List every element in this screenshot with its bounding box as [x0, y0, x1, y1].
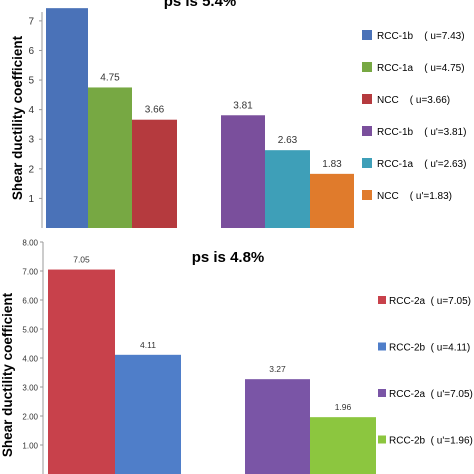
bar [132, 119, 177, 228]
legend-swatch [378, 389, 386, 397]
y-tick-label: 6.00 [22, 297, 38, 306]
y-tick-label: 3 [28, 135, 34, 146]
legend-entry-label: RCC-2a ( u=7.05) [389, 296, 471, 307]
legend-entry-label: RCC-1a ( u=4.75) [377, 63, 465, 74]
bar [88, 87, 132, 228]
legend-entry-label: RCC-1a ( u'=2.63) [377, 159, 466, 170]
y-tick-label: 2.00 [22, 413, 38, 422]
chart-top-panel: 1 2 3 4 5 6 7 4.75 3.66 3.81 2.63 1.83 RCC-1b ( u=7.… [10, 0, 466, 228]
y-tick-label: 4 [28, 105, 34, 116]
legend-swatch [362, 62, 372, 72]
bar-data-label: 1.83 [322, 159, 342, 170]
bar [310, 417, 376, 474]
legend-swatch [378, 435, 386, 444]
bar [310, 173, 354, 228]
y-tick-label: 1.00 [22, 442, 38, 451]
legend-entry-label: NCC ( u=3.66) [377, 95, 450, 106]
y-tick-label: 7.00 [22, 268, 38, 277]
y-tick-label: 2 [28, 164, 34, 175]
y-axis-label-bottom: Shear ductility coefficient [0, 292, 15, 457]
y-tick-label: 1 [28, 194, 34, 205]
y-tick-label: 8.00 [22, 239, 38, 248]
legend-entry-label: RCC-2a ( u'=7.05) [389, 389, 473, 400]
legend-swatch [378, 342, 386, 351]
chart-title-bottom: ps is 4.8% [192, 249, 265, 266]
legend-entry-label: RCC-2b ( u=4.11) [389, 343, 470, 354]
legend-swatch [362, 30, 372, 40]
chart-title-top: ps is 5.4% [164, 0, 237, 10]
chart-bottom-panel: 1.00 2.00 3.00 4.00 5.00 6.00 7.00 8.00 7.05 4.11… [0, 239, 473, 474]
bar [221, 115, 265, 228]
y-tick-label: 5 [28, 76, 34, 87]
bar [46, 8, 88, 228]
bar [48, 269, 115, 474]
bar-data-label: 3.27 [269, 364, 286, 374]
legend-swatch [362, 190, 372, 200]
legend-swatch [362, 126, 372, 136]
y-axis-label-top: Shear ductility coefficient [10, 35, 25, 200]
bar-data-label: 1.96 [335, 402, 352, 412]
y-tick-label: 6 [28, 46, 34, 57]
y-tick-label: 7 [28, 16, 34, 27]
legend-swatch [362, 94, 372, 104]
bar-data-label: 4.11 [140, 340, 156, 350]
bar [265, 150, 310, 228]
bar-data-label: 2.63 [278, 135, 298, 146]
legend-swatch [362, 158, 372, 168]
legend-entry-label: RCC-1b ( u=7.43) [377, 31, 465, 42]
y-tick-label: 4.00 [22, 355, 38, 364]
legend-entry-label: RCC-2b ( u'=1.96) [389, 436, 473, 447]
bar-data-label: 3.81 [233, 100, 253, 111]
legend-entry-label: NCC ( u'=1.83) [377, 191, 452, 202]
bar-data-label: 7.05 [73, 255, 90, 265]
y-tick-label: 5.00 [22, 326, 38, 335]
bar [115, 354, 181, 474]
y-tick-label: 3.00 [22, 384, 38, 393]
legend-entry-label: RCC-1b ( u'=3.81) [377, 127, 466, 138]
bar-data-label: 4.75 [100, 72, 120, 83]
bar [245, 379, 310, 474]
legend-swatch [378, 296, 386, 304]
bar-data-label: 3.66 [145, 105, 165, 116]
